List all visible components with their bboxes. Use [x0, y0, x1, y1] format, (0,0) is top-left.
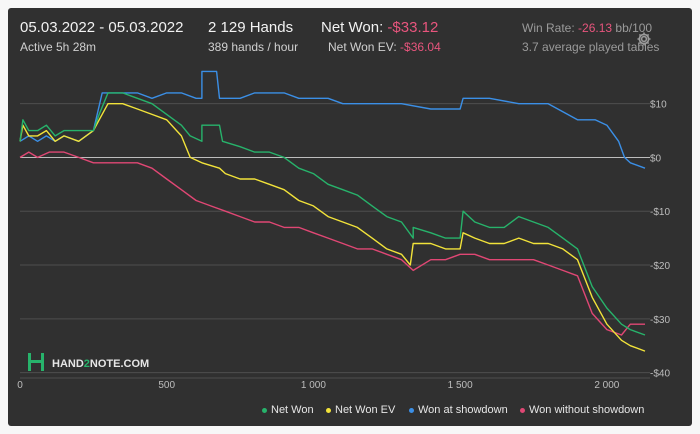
- legend-dot-net-won-ev: [326, 407, 331, 413]
- legend-label-net-won: Net Won: [271, 404, 314, 416]
- legend-dot-won-without-showdown: [520, 407, 525, 413]
- legend-dot-won-at-showdown: [409, 407, 414, 413]
- gear-icon[interactable]: [636, 31, 652, 47]
- date-range: 05.03.2022 - 05.03.2022: [20, 19, 184, 36]
- net-won-ev-value: -$36.04: [400, 40, 441, 54]
- x-tick-label: 1 500: [448, 380, 473, 391]
- net-won-ev-label: Net Won EV:: [328, 40, 397, 54]
- y-axis: $10 $0 -$10 -$20 -$30 -$40: [650, 100, 670, 380]
- hands-count: 2 129 Hands: [208, 19, 294, 36]
- logo-mark-right: [41, 353, 44, 371]
- net-won-value: -$33.12: [387, 19, 439, 36]
- logo-mark-bar: [28, 360, 41, 363]
- net-won-ev: Net Won EV: -$36.04: [328, 40, 441, 54]
- x-tick-label: 500: [158, 380, 175, 391]
- x-tick-label: 0: [17, 380, 23, 391]
- active-time: Active 5h 28m: [20, 40, 97, 54]
- legend-label-won-at-showdown: Won at showdown: [418, 404, 508, 416]
- net-won: Net Won: -$33.12: [321, 19, 438, 36]
- net-won-label: Net Won:: [321, 19, 384, 36]
- legend-net-won[interactable]: Net Won: [262, 404, 314, 416]
- y-tick-label: -$20: [650, 261, 670, 272]
- series-line-won-without-showdown: [19, 151, 645, 336]
- legend-net-won-ev[interactable]: Net Won EV: [326, 404, 395, 416]
- x-tick-label: 2 000: [594, 380, 619, 391]
- y-tick-label: -$10: [650, 207, 670, 218]
- legend-dot-net-won: [262, 407, 267, 413]
- win-rate-value: -26.13: [578, 21, 613, 35]
- hands-per-hour: 389 hands / hour: [208, 40, 299, 54]
- x-axis: 0 500 1 000 1 500 2 000: [17, 380, 620, 391]
- y-tick-label: $10: [650, 100, 667, 111]
- chart-panel: [8, 8, 692, 426]
- average-tables: 3.7 average played tables: [522, 40, 660, 54]
- legend-label-net-won-ev: Net Won EV: [335, 404, 396, 416]
- y-tick-label: -$30: [650, 315, 670, 326]
- series-line-net-won: [19, 92, 646, 336]
- legend-won-without-showdown[interactable]: Won without showdown: [520, 404, 644, 416]
- x-tick-label: 1 000: [301, 380, 326, 391]
- series-line-net-won-ev: [19, 103, 646, 352]
- logo-text: HAND2NOTE.COM: [52, 358, 149, 370]
- win-rate-unit: bb/100: [615, 21, 653, 35]
- legend-won-at-showdown[interactable]: Won at showdown: [409, 404, 508, 416]
- series-line-won-at-showdown: [19, 70, 646, 169]
- grid: [20, 103, 650, 379]
- win-rate: Win Rate: -26.13 bb/100: [522, 21, 652, 35]
- legend-label-won-without-showdown: Won without showdown: [529, 404, 645, 416]
- y-tick-label: $0: [650, 153, 662, 164]
- y-tick-label: -$40: [650, 369, 670, 380]
- series-group: [19, 70, 646, 352]
- logo: HAND2NOTE.COM: [28, 353, 149, 371]
- win-rate-label: Win Rate:: [522, 21, 575, 35]
